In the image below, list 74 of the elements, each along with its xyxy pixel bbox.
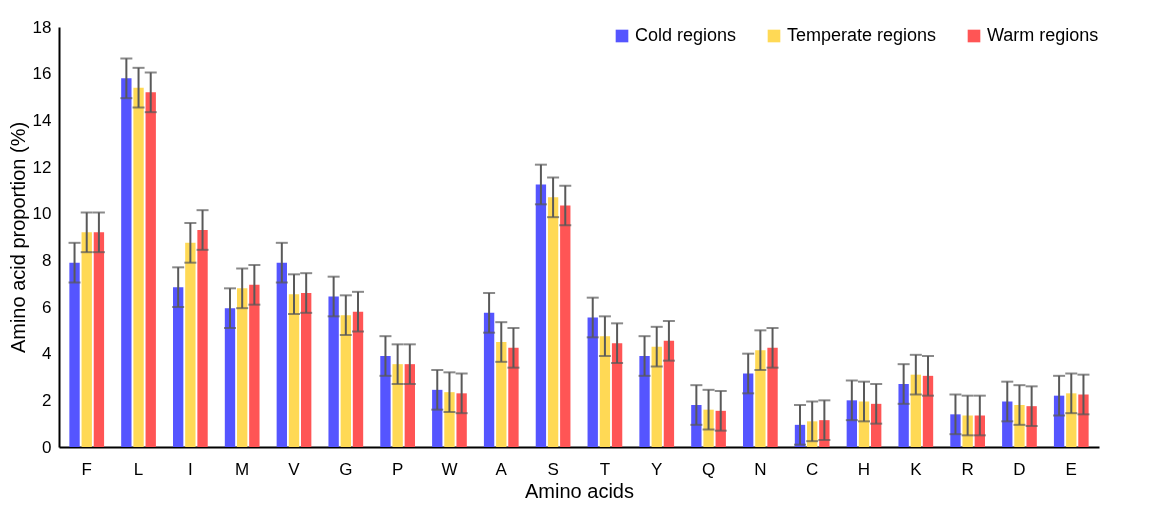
x-tick-label: L bbox=[133, 459, 144, 479]
y-tick-label: 0 bbox=[42, 437, 52, 457]
bar bbox=[288, 294, 300, 447]
legend-label: Cold regions bbox=[635, 25, 737, 45]
y-tick-label: 10 bbox=[32, 204, 52, 224]
bar bbox=[483, 312, 495, 447]
bar bbox=[508, 347, 519, 447]
bar bbox=[173, 287, 184, 447]
bar bbox=[456, 393, 467, 447]
bar bbox=[651, 346, 662, 447]
bar bbox=[249, 284, 260, 447]
bar bbox=[93, 232, 105, 447]
bar bbox=[599, 336, 611, 447]
x-tick-label: K bbox=[910, 459, 923, 479]
bar bbox=[639, 356, 650, 447]
x-tick-label: P bbox=[391, 459, 404, 479]
bar bbox=[587, 317, 598, 447]
y-axis-title: Amino acid proportion (%) bbox=[6, 121, 29, 354]
bar bbox=[560, 205, 571, 447]
bar bbox=[276, 262, 287, 447]
bar bbox=[922, 375, 934, 447]
bar bbox=[301, 293, 312, 447]
x-tick-label: E bbox=[1065, 459, 1077, 479]
y-tick-label: 8 bbox=[42, 250, 52, 270]
bar bbox=[69, 262, 80, 447]
bar bbox=[352, 311, 364, 447]
bar bbox=[81, 232, 92, 447]
bar bbox=[224, 308, 236, 447]
x-tick-label: V bbox=[288, 459, 301, 479]
bar bbox=[145, 92, 156, 447]
x-tick-label: F bbox=[81, 459, 92, 479]
bar bbox=[898, 384, 909, 447]
bar bbox=[755, 350, 766, 447]
y-tick-label: 2 bbox=[42, 390, 52, 410]
bar bbox=[340, 315, 351, 447]
x-axis-title: Amino acids bbox=[525, 479, 634, 502]
y-tick-label: 4 bbox=[42, 344, 52, 364]
bar bbox=[444, 392, 455, 447]
legend-label: Temperate regions bbox=[787, 25, 937, 45]
y-tick-label: 14 bbox=[32, 110, 52, 130]
x-tick-label: H bbox=[857, 459, 871, 479]
y-tick-label: 6 bbox=[42, 297, 52, 317]
bar bbox=[547, 197, 559, 447]
legend-label: Warm regions bbox=[987, 25, 1099, 45]
bar bbox=[663, 340, 675, 447]
x-tick-label: G bbox=[339, 459, 353, 479]
x-tick-label: D bbox=[1013, 459, 1026, 479]
bar bbox=[496, 342, 507, 447]
bar bbox=[535, 184, 547, 447]
y-tick-label: 16 bbox=[32, 64, 52, 84]
bar bbox=[404, 364, 415, 447]
bar bbox=[133, 87, 144, 447]
x-tick-label: C bbox=[806, 459, 819, 479]
y-tick-label: 12 bbox=[32, 157, 52, 177]
x-tick-label: Y bbox=[651, 459, 663, 479]
bar bbox=[185, 242, 196, 447]
bar bbox=[328, 296, 339, 447]
bar bbox=[392, 364, 403, 447]
bar bbox=[767, 347, 778, 447]
bar bbox=[611, 343, 623, 447]
x-tick-label: S bbox=[547, 459, 559, 479]
x-tick-label: N bbox=[754, 459, 767, 479]
bar bbox=[121, 78, 132, 447]
x-tick-label: A bbox=[495, 459, 508, 479]
x-tick-label: R bbox=[961, 459, 974, 479]
bar bbox=[197, 230, 208, 447]
x-tick-label: T bbox=[599, 459, 611, 479]
bar bbox=[380, 356, 391, 447]
x-tick-label: M bbox=[235, 459, 250, 479]
x-tick-label: I bbox=[187, 459, 193, 479]
y-tick-label: 18 bbox=[32, 17, 52, 37]
bar bbox=[237, 288, 248, 447]
x-tick-label: Q bbox=[701, 459, 716, 479]
x-tick-label: W bbox=[441, 459, 458, 479]
